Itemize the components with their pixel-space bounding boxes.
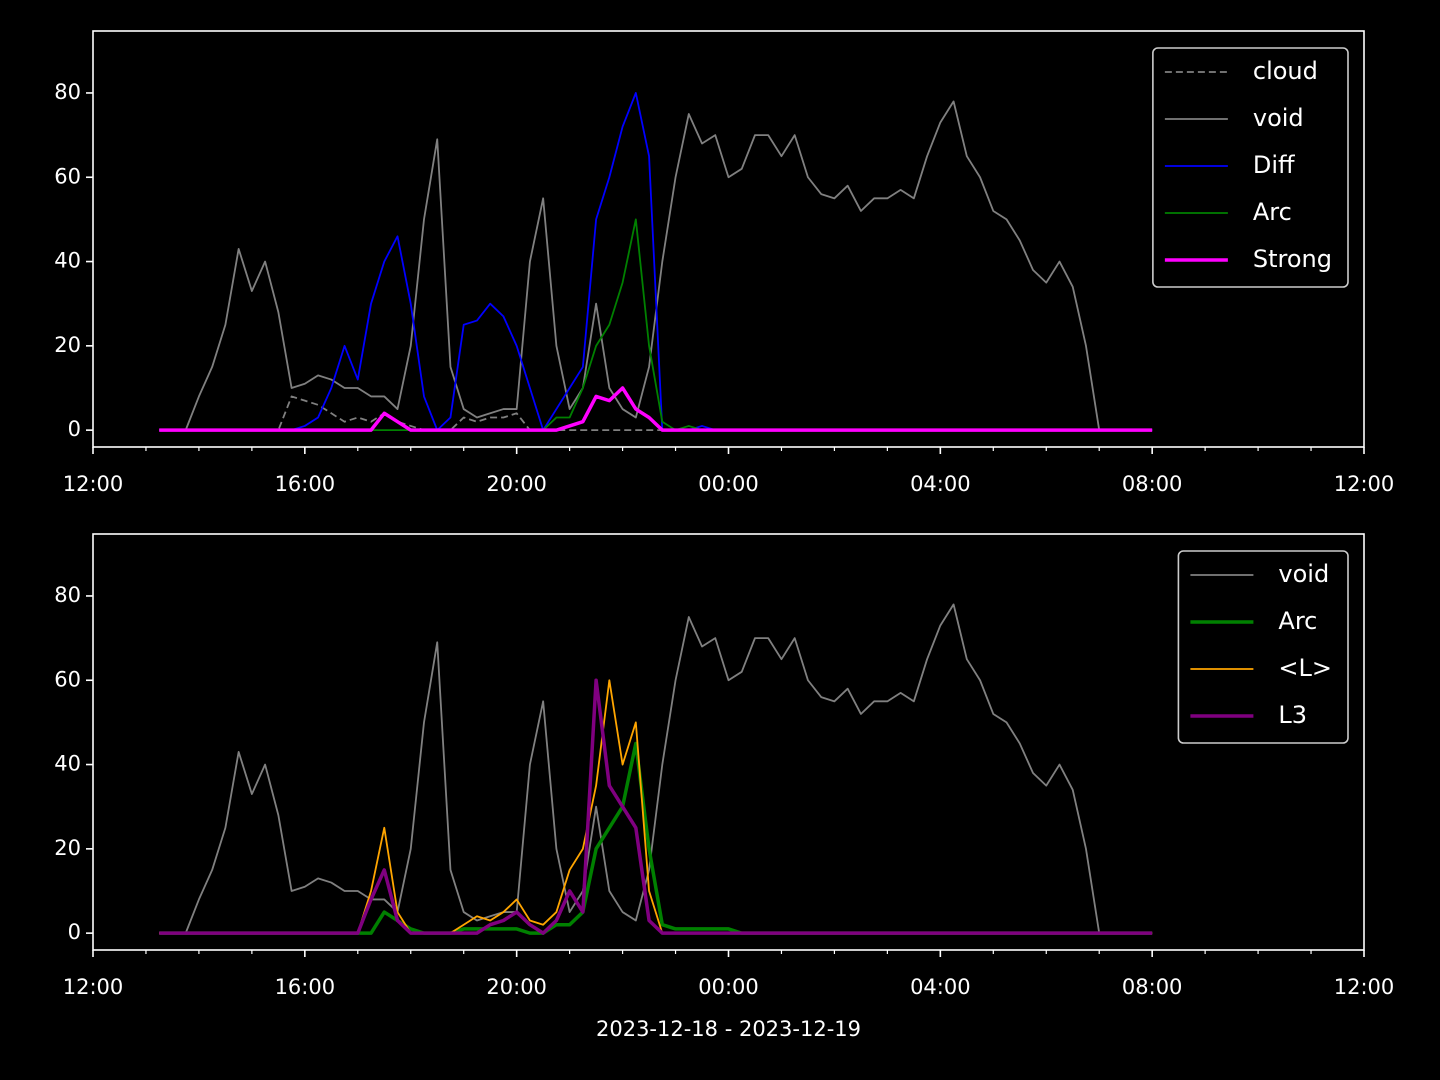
x-tick-label: 00:00 [698,975,759,999]
legend-label: <L> [1278,654,1332,682]
y-tick-label: 20 [54,333,81,357]
legend-label: L3 [1278,701,1307,729]
y-tick-label: 0 [68,417,81,441]
legend-label: void [1278,560,1329,588]
x-tick-label: 12:00 [1334,472,1395,496]
axes: 0 20 40 60 80 12:00 16:00 20:00 00:00 04:00 08:00 1… [54,30,1395,496]
legend-label: Arc [1278,607,1317,635]
data-line [159,678,1153,935]
y-tick-label: 20 [54,836,81,860]
x-tick-label: 12:00 [1334,975,1395,999]
plot-area [159,603,1153,935]
legend-label: void [1253,104,1304,132]
legend-label: Arc [1253,198,1292,226]
legend-box [1177,550,1349,744]
y-tick-label: 80 [54,80,81,104]
axes-frame [92,30,1365,448]
data-line [159,603,1153,935]
y-tick-label: 40 [54,249,81,273]
legend-label: cloud [1253,57,1318,85]
y-tick-label: 80 [54,583,81,607]
x-tick-label: 04:00 [910,975,971,999]
x-tick-label: 16:00 [275,472,336,496]
legend-label: Diff [1253,151,1295,179]
x-tick-label: 00:00 [698,472,759,496]
legend: cloud void Diff Arc Strong [1152,47,1349,288]
x-axis-label: 2023-12-18 - 2023-12-19 [596,1017,861,1041]
x-tick-label: 08:00 [1122,472,1183,496]
x-tick-label: 08:00 [1122,975,1183,999]
y-tick-label: 60 [54,164,81,188]
x-tick-label: 16:00 [275,975,336,999]
x-tick-label: 12:00 [63,975,124,999]
y-tick-label: 60 [54,667,81,691]
data-line [159,386,1153,432]
axes-frame [92,533,1365,951]
x-tick-label: 20:00 [486,472,547,496]
x-tick-label: 20:00 [486,975,547,999]
plot-area [159,92,1153,432]
legend: void Arc <L> L3 [1177,550,1349,744]
x-tick-label: 04:00 [910,472,971,496]
data-line [159,395,1153,432]
legend-box [1152,47,1349,288]
y-tick-label: 0 [68,920,81,944]
legend-label: Strong [1253,245,1332,273]
data-line [159,100,1153,432]
y-tick-label: 40 [54,752,81,776]
x-tick-label: 12:00 [63,472,124,496]
axes: 0 20 40 60 80 12:00 16:00 20:00 00:00 04:00 08:00 1… [54,533,1395,1041]
